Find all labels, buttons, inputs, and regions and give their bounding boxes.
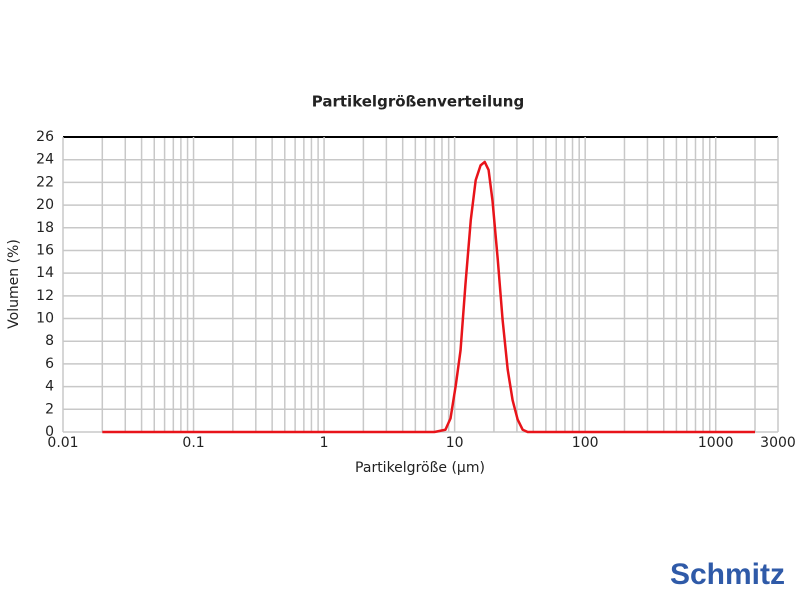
logo: Schmitz xyxy=(670,558,785,591)
y-tick-label: 20 xyxy=(36,197,54,213)
x-tick-label: 10 xyxy=(446,435,464,451)
y-axis-label: Volumen (%) xyxy=(6,239,22,329)
chart-title: Partikelgrößenverteilung xyxy=(312,93,524,111)
x-tick-label: 0.1 xyxy=(182,435,204,451)
y-tick-label: 12 xyxy=(36,288,54,304)
y-tick-label: 16 xyxy=(36,242,54,258)
y-tick-label: 4 xyxy=(45,379,54,395)
x-tick-label: 1 xyxy=(320,435,329,451)
y-tick-label: 24 xyxy=(36,152,54,168)
y-tick-label: 10 xyxy=(36,311,54,327)
x-axis-label: Partikelgröße (µm) xyxy=(355,460,485,476)
x-tick-label: 100 xyxy=(572,435,599,451)
y-tick-label: 8 xyxy=(45,333,54,349)
y-tick-label: 2 xyxy=(45,401,54,417)
x-tick-label: 1000 xyxy=(698,435,734,451)
y-tick-label: 22 xyxy=(36,174,54,190)
x-tick-label: 3000 xyxy=(760,435,796,451)
x-tick-label: 0.01 xyxy=(47,435,78,451)
y-tick-label: 6 xyxy=(45,356,54,372)
y-tick-label: 14 xyxy=(36,265,54,281)
data-line xyxy=(102,160,756,434)
y-tick-label: 0 xyxy=(45,424,54,440)
y-tick-label: 26 xyxy=(36,129,54,145)
y-tick-label: 18 xyxy=(36,220,54,236)
